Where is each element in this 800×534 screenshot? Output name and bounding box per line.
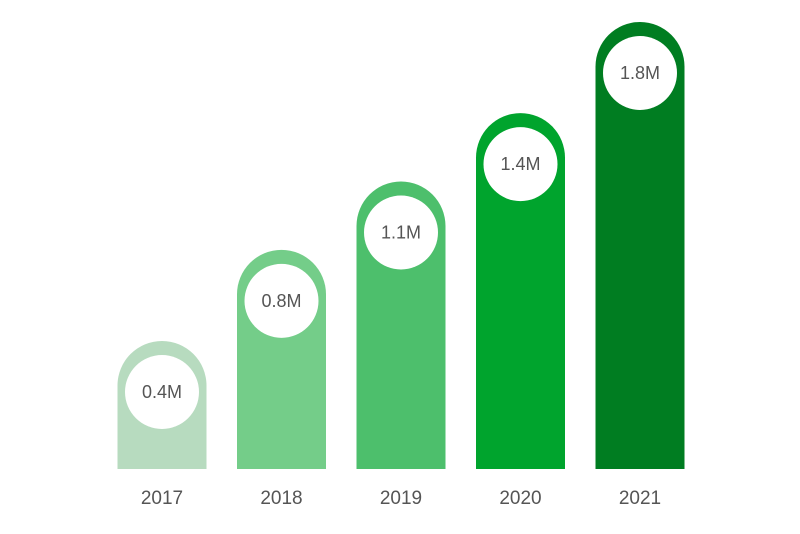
x-tick-label-2019: 2019 xyxy=(380,488,422,509)
x-tick-label-2020: 2020 xyxy=(499,488,541,509)
x-axis-tick-labels: 2017 2018 2019 2020 2021 xyxy=(141,488,661,509)
x-tick-label-2017: 2017 xyxy=(141,488,183,509)
value-label-2019: 1.1M xyxy=(381,223,421,243)
value-label-circle-2019 xyxy=(364,195,438,270)
bar-2020 xyxy=(476,113,565,469)
bar-2021 xyxy=(595,22,685,469)
value-label-2021: 1.8M xyxy=(620,63,660,83)
x-tick-label-2021: 2021 xyxy=(619,488,661,509)
value-label-circle-2017 xyxy=(125,355,199,429)
value-label-2018: 0.8M xyxy=(261,291,301,311)
value-labels: 0.4M 0.8M 1.1M 1.4M 1.8M xyxy=(142,63,660,402)
value-label-2020: 1.4M xyxy=(500,154,540,174)
value-label-circles xyxy=(125,36,677,429)
value-label-2017: 0.4M xyxy=(142,382,182,402)
x-tick-label-2018: 2018 xyxy=(260,488,302,509)
value-label-circle-2018 xyxy=(244,263,319,338)
value-label-circle-2020 xyxy=(483,127,558,202)
value-label-circle-2021 xyxy=(603,36,677,110)
